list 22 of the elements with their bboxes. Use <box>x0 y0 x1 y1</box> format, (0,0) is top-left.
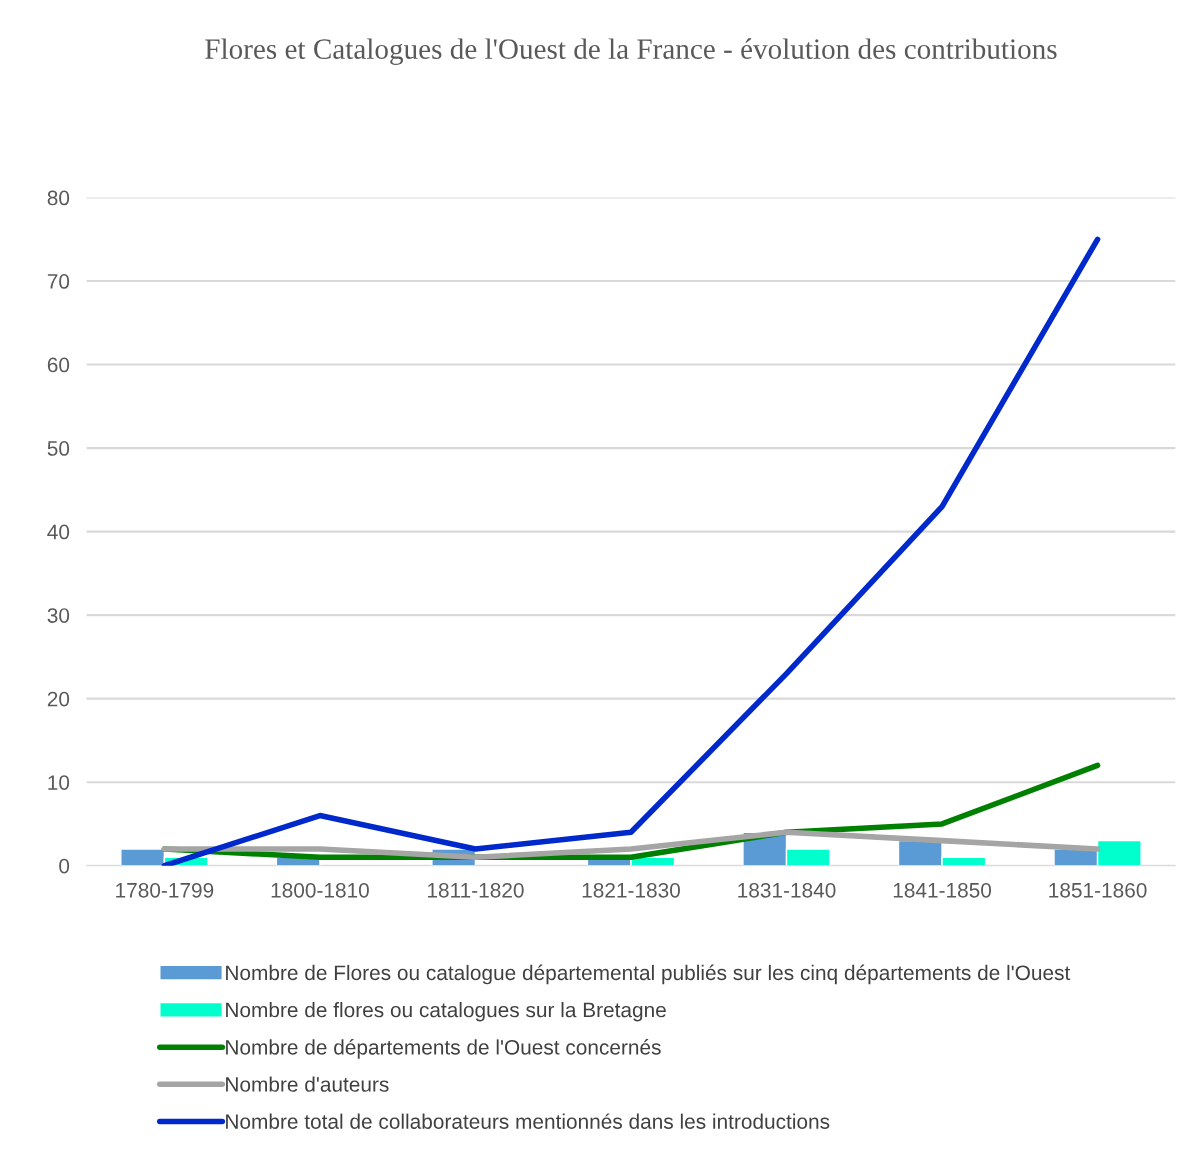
legend-label: Nombre de départements de l'Ouest concernés <box>226 1039 661 1059</box>
x-tick-label: 1821-1830 <box>582 882 680 898</box>
y-tick-label: 30 <box>47 608 70 623</box>
legend-label: Nombre d'auteurs <box>226 1076 389 1092</box>
y-tick-label: 20 <box>47 691 70 707</box>
x-tick-label: 1811-1820 <box>427 882 524 898</box>
x-tick-label: 1780-1799 <box>116 882 214 898</box>
chart-title: Flores et Catalogues de l'Ouest de la France - évolution des contributions <box>205 38 1057 65</box>
legend-label: Nombre de Flores ou catalogue départemental publiés sur les cinq départements de l'Ouest <box>226 964 1071 985</box>
y-tick-label: 10 <box>48 775 70 790</box>
y-tick-label: 50 <box>47 441 70 456</box>
y-tick-label: 40 <box>47 524 70 540</box>
x-tick-label: 1800-1810 <box>271 882 369 898</box>
x-tick-label: 1831-1840 <box>738 882 836 898</box>
x-tick-label: 1851-1860 <box>1049 882 1147 898</box>
y-tick-label: 70 <box>47 274 70 289</box>
legend-label: Nombre de flores ou catalogues sur la Bretagne <box>226 1001 666 1022</box>
y-tick-label: 80 <box>47 190 70 206</box>
legend-label: Nombre total de collaborateurs mentionnés dans les introductions <box>226 1113 830 1129</box>
y-tick-label: 60 <box>47 357 70 373</box>
x-tick-label: 1841-1850 <box>893 882 992 898</box>
y-tick-label: 0 <box>59 858 70 874</box>
